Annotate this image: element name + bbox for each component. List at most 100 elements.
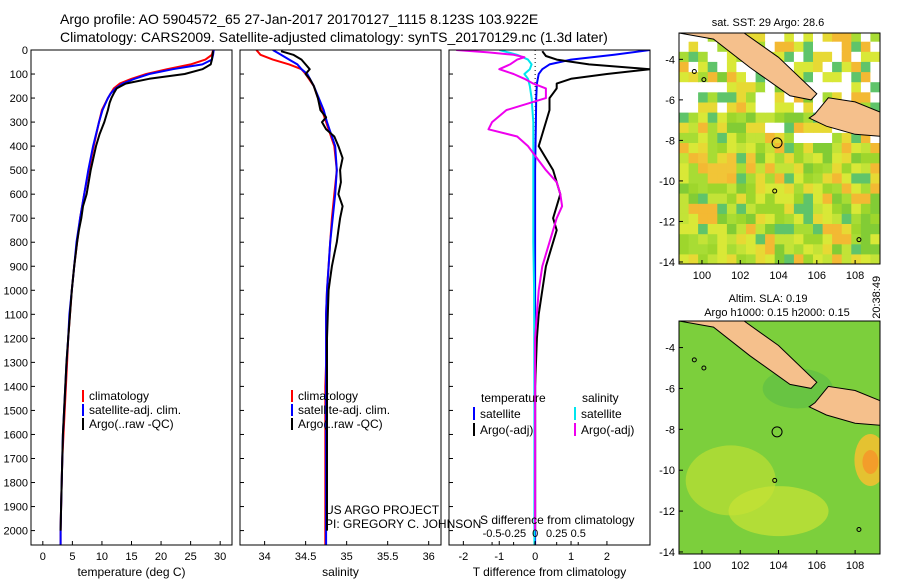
sst-cell bbox=[870, 71, 880, 83]
sst-cell bbox=[755, 112, 766, 123]
sst-cell bbox=[736, 182, 747, 194]
java-land bbox=[808, 385, 880, 426]
sst-cell bbox=[679, 162, 690, 174]
sst-cell bbox=[765, 152, 776, 164]
sst-cell bbox=[736, 112, 747, 123]
sst-cell bbox=[707, 203, 718, 214]
sst-cell bbox=[679, 132, 690, 143]
sst-cell bbox=[860, 152, 872, 164]
difference-frame bbox=[448, 49, 651, 546]
sst-cell bbox=[707, 71, 718, 83]
sst-cell bbox=[870, 91, 880, 103]
sst-cell bbox=[832, 142, 843, 154]
sst-cell bbox=[784, 91, 795, 103]
sst-cell bbox=[688, 213, 699, 224]
depth-tick-label: 1700 bbox=[4, 453, 28, 465]
sst-cell bbox=[870, 101, 880, 113]
sst-cell bbox=[860, 203, 872, 214]
sst-cell bbox=[793, 253, 805, 264]
sst-cell bbox=[717, 213, 728, 224]
sst-cell bbox=[679, 182, 690, 194]
sst-cell bbox=[736, 122, 747, 133]
diff-legend-label: satellite bbox=[581, 407, 622, 421]
profile-title: Argo profile: AO 5904572_65 27-Jan-2017 … bbox=[60, 11, 539, 27]
depth-tick-label: 1400 bbox=[4, 381, 28, 393]
temperature-xtick-label: 20 bbox=[155, 551, 167, 563]
sst-cell bbox=[698, 193, 709, 204]
sst-map-frame bbox=[678, 32, 881, 265]
sst-cell bbox=[870, 33, 880, 42]
sst-cell bbox=[860, 253, 872, 264]
sst-cell bbox=[793, 243, 805, 255]
sst-cell bbox=[841, 182, 852, 194]
sst-cell bbox=[832, 253, 843, 264]
sst-cell bbox=[813, 101, 824, 113]
sst-cell bbox=[736, 223, 747, 235]
sla-map-xtick-label: 104 bbox=[769, 560, 787, 572]
sst-cell bbox=[813, 203, 824, 214]
sst-cell bbox=[813, 122, 824, 133]
sst-cell bbox=[688, 172, 699, 184]
sst-cell bbox=[774, 132, 785, 143]
depth-tick-label: 1500 bbox=[4, 405, 28, 417]
sst-cell bbox=[784, 253, 795, 264]
sst-cell bbox=[679, 172, 690, 184]
sst-map-xtick-label: 100 bbox=[693, 270, 711, 282]
sst-cell bbox=[736, 71, 747, 83]
sst-cell bbox=[765, 203, 776, 214]
sst-cell bbox=[746, 142, 757, 154]
difference-panel bbox=[456, 50, 650, 545]
salinity-series-climatology bbox=[255, 50, 338, 545]
sst-cell bbox=[736, 253, 747, 264]
sst-cell bbox=[698, 122, 709, 133]
sst-cell bbox=[813, 152, 824, 164]
sst-cell bbox=[774, 223, 785, 235]
sst-cell bbox=[746, 162, 757, 174]
sst-cell bbox=[813, 162, 824, 174]
difference-xtick-label: 1 bbox=[568, 551, 574, 563]
difference-xlabel: T difference from climatology bbox=[473, 565, 627, 579]
climatology-title: Climatology: CARS2009. Satellite-adjuste… bbox=[60, 29, 608, 45]
sst-cell bbox=[679, 193, 690, 204]
sst-cell bbox=[726, 213, 738, 224]
sst-cell bbox=[698, 233, 709, 245]
sst-cell bbox=[698, 223, 709, 235]
sla-map-xtick-label: 100 bbox=[693, 560, 711, 572]
sla-map-subtitle: Argo h1000: 0.15 h2000: 0.15 bbox=[704, 307, 850, 319]
sst-cell bbox=[765, 91, 776, 103]
sst-cell bbox=[860, 33, 872, 42]
sst-cell bbox=[774, 152, 785, 164]
temperature-legend-label: Argo(..raw -QC) bbox=[89, 417, 174, 431]
sst-cell bbox=[707, 101, 718, 113]
sst-cell bbox=[726, 193, 738, 204]
sst-cell bbox=[688, 182, 699, 194]
sst-cell bbox=[736, 172, 747, 184]
sst-cell bbox=[755, 101, 766, 113]
salinity-xlabel: salinity bbox=[322, 565, 359, 579]
difference-xtick-label: 0 bbox=[532, 551, 538, 563]
sst-cell bbox=[822, 253, 833, 264]
sst-cell bbox=[813, 61, 824, 73]
sst-cell bbox=[851, 253, 862, 264]
sst-cell bbox=[726, 203, 738, 214]
sla-map-xtick-label: 102 bbox=[731, 560, 749, 572]
sst-cell bbox=[832, 182, 843, 194]
sst-cell bbox=[717, 253, 728, 264]
sla-blob bbox=[862, 450, 879, 475]
sst-cell bbox=[707, 213, 718, 224]
sst-cell bbox=[726, 51, 738, 62]
island bbox=[856, 526, 862, 532]
sst-cell bbox=[870, 213, 880, 224]
difference-xtick-label: 2 bbox=[604, 551, 610, 563]
sst-cell bbox=[717, 132, 728, 143]
sst-cell bbox=[841, 243, 852, 255]
sst-cell bbox=[746, 152, 757, 164]
sst-cell bbox=[688, 122, 699, 133]
sst-cell bbox=[755, 172, 766, 184]
sst-cell bbox=[860, 41, 872, 52]
sst-cell bbox=[841, 213, 852, 224]
sst-cell bbox=[832, 152, 843, 164]
sst-cell bbox=[698, 101, 709, 113]
sst-cell bbox=[822, 223, 833, 235]
sst-cell bbox=[765, 243, 776, 255]
